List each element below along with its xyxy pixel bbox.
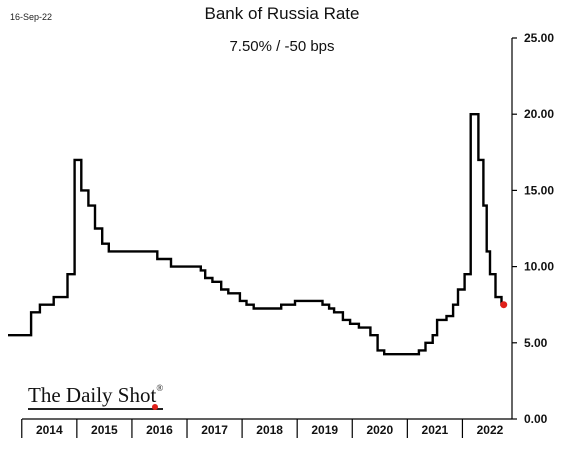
x-tick-label: 2014 xyxy=(36,423,63,437)
y-tick-label: 5.00 xyxy=(524,336,548,350)
x-tick-label: 2015 xyxy=(91,423,118,437)
last-value-marker xyxy=(500,301,508,309)
y-tick-label: 25.00 xyxy=(524,31,554,45)
x-tick-label: 2021 xyxy=(422,423,449,437)
date-stamp: 16-Sep-22 xyxy=(10,12,53,22)
y-tick-label: 15.00 xyxy=(524,183,554,197)
chart-title: Bank of Russia Rate xyxy=(204,4,360,23)
logo-text: The Daily Shot xyxy=(28,383,157,407)
rate-series-line xyxy=(8,113,504,356)
logo-dot-icon xyxy=(152,404,158,410)
y-tick-label: 0.00 xyxy=(524,412,548,426)
x-tick-label: 2016 xyxy=(146,423,173,437)
chart-subtitle: 7.50% / -50 bps xyxy=(229,38,335,55)
x-tick-label: 2022 xyxy=(477,423,504,437)
x-tick-label: 2019 xyxy=(311,423,338,437)
x-tick-label: 2017 xyxy=(201,423,228,437)
x-tick-label: 2020 xyxy=(366,423,393,437)
logo-registered-mark: ® xyxy=(156,383,164,393)
x-tick-label: 2018 xyxy=(256,423,283,437)
y-tick-label: 10.00 xyxy=(524,260,554,274)
daily-shot-logo: The Daily Shot® xyxy=(28,383,164,411)
y-tick-label: 20.00 xyxy=(524,107,554,121)
